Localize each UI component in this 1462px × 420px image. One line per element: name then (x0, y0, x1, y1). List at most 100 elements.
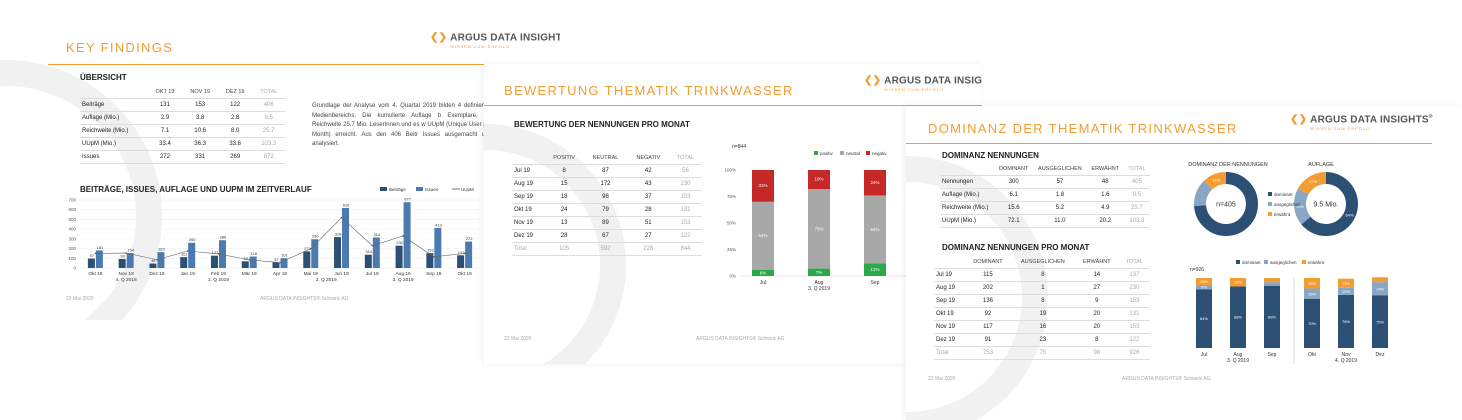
bar-segment (808, 189, 830, 269)
table-cell: 844 (669, 242, 702, 256)
legend-swatch (814, 151, 818, 155)
bar-segment (864, 263, 886, 276)
x-tick-label: Jul (1201, 352, 1207, 358)
row-label: Nennungen (940, 175, 995, 189)
legend-label: ausgeglichen (1274, 202, 1301, 207)
bar-issues (311, 239, 319, 268)
table-cell: 87 (583, 164, 628, 178)
table-cell: 1.8 (1033, 188, 1087, 202)
bar-segment (1230, 286, 1246, 348)
data-label: 286 (220, 235, 227, 240)
table-cell: 8 (1074, 333, 1119, 347)
table-row: Okt 19 92 19 20 131 (934, 307, 1150, 321)
donut-center-label: n=405 (1216, 202, 1236, 209)
group-label: 3. Q 2019 (1227, 358, 1249, 364)
footer-company: ARGUS DATA INSIGHTS® Schweiz AG (260, 296, 349, 302)
table-cell: 18 (544, 190, 584, 204)
group-label: 2. Q 2019 (316, 277, 337, 283)
bar-issues (218, 240, 226, 268)
bar-segment (1304, 299, 1320, 348)
legend-label: erwähnt (1308, 260, 1325, 265)
row-label: Nov 19 (934, 320, 965, 334)
bar-segment (1264, 278, 1280, 283)
column-header (934, 256, 965, 269)
column-header: AUSGEGLICHEN (1010, 256, 1075, 269)
data-label: 88% (1234, 315, 1242, 320)
table-cell: 13 (544, 216, 584, 230)
bar-segment (752, 170, 774, 202)
donut-title: DOMINANZ DER NENNUNGEN (1188, 162, 1267, 168)
point-uupm (186, 250, 189, 252)
data-label: 118 (251, 251, 258, 256)
table-row: Issues 272 331 269 872 (80, 150, 285, 164)
table-cell: 9 (1074, 294, 1119, 308)
table-cell: 11.0 (1033, 214, 1087, 228)
table-cell: 6.1 (994, 188, 1034, 202)
row-label: Reichweite (Mio.) (940, 201, 995, 215)
table-cell: 33.4 (147, 137, 183, 151)
data-label: 112 (181, 252, 188, 257)
point-uupm (217, 253, 220, 255)
bar-beitraege (180, 257, 188, 268)
row-label: Reichweite (Mio.) (80, 124, 148, 138)
column-header: OKT 19 (147, 86, 183, 99)
bar-issues (157, 252, 165, 268)
column-header: POSITIV (544, 152, 584, 165)
footer-date: 22 Mai 2020 (66, 296, 94, 302)
data-label: 10% (1342, 289, 1350, 294)
table-row: Jul 19 8 87 42 56 (512, 164, 702, 178)
row-label: Jul 19 (934, 268, 965, 282)
point-uupm (279, 261, 281, 264)
group-label: 4. Q 2019 (1335, 358, 1357, 364)
row-label: Issues (80, 150, 148, 164)
table-row: Okt 19 24 79 28 131 (512, 203, 702, 217)
table-cell: 92 (964, 307, 1011, 321)
data-label: 84% (1200, 316, 1208, 321)
data-label: 19% (814, 177, 823, 182)
table-cell: 16 (1010, 320, 1075, 334)
table-cell: 5.2 (1033, 201, 1087, 215)
table-cell: 300 (994, 175, 1034, 189)
table-cell: 230 (1118, 281, 1150, 295)
x-tick-label: Dez (1376, 352, 1385, 358)
summary-paragraph: Grundlage der Analyse vom 4. Quartal 201… (312, 103, 492, 148)
table-cell: 15 (544, 177, 584, 191)
table-cell: 136 (964, 294, 1011, 308)
table-cell: 67 (583, 229, 628, 243)
column-header (80, 86, 148, 99)
table-row: Dez 19 91 23 8 122 (934, 333, 1150, 347)
column-header: TOTAL (1123, 163, 1150, 176)
column-header: DEZ 19 (217, 86, 253, 99)
point-uupm (156, 258, 158, 261)
data-label: 153 (427, 248, 434, 253)
group-label: 4. Q 2018 (116, 277, 137, 283)
table-cell: 592 (583, 242, 628, 256)
table-cell: 2.8 (217, 111, 253, 125)
table-cell: 405 (1123, 175, 1150, 189)
table-cell: 27 (1074, 281, 1119, 295)
row-label: Beiträge (80, 98, 148, 112)
data-label: 24% (870, 180, 879, 185)
group-label: 1. Q 2019 (208, 277, 229, 283)
bar-beitraege (457, 255, 465, 268)
table-cell: 14 (1074, 268, 1119, 282)
data-label: 10% (1200, 279, 1208, 284)
table-cell: 20 (1074, 320, 1119, 334)
table-cell: 269 (217, 150, 253, 164)
dominanz-heading: DOMINANZ NENNUNGEN (942, 151, 1039, 160)
table-cell: 57 (1033, 175, 1087, 189)
table-cell: 36.3 (182, 137, 218, 151)
data-label: 97 (90, 253, 95, 258)
data-label: 15% (1308, 291, 1316, 296)
table-row: Nov 19 13 89 51 153 (512, 216, 702, 230)
data-label: 89% (1268, 314, 1276, 319)
table-cell: 331 (182, 150, 218, 164)
column-header (512, 152, 545, 165)
table-cell: 117 (964, 320, 1011, 334)
table-cell: 79 (583, 203, 628, 217)
table-cell: 42 (627, 164, 669, 178)
argus-chevron-icon: ❮❯ (1290, 114, 1308, 126)
table-row: UUpM (Mio.) 33.4 36.3 33.6 103.3 (80, 137, 285, 151)
data-label: 15% (1308, 281, 1316, 286)
x-tick-label: Dez 18 (149, 271, 165, 277)
